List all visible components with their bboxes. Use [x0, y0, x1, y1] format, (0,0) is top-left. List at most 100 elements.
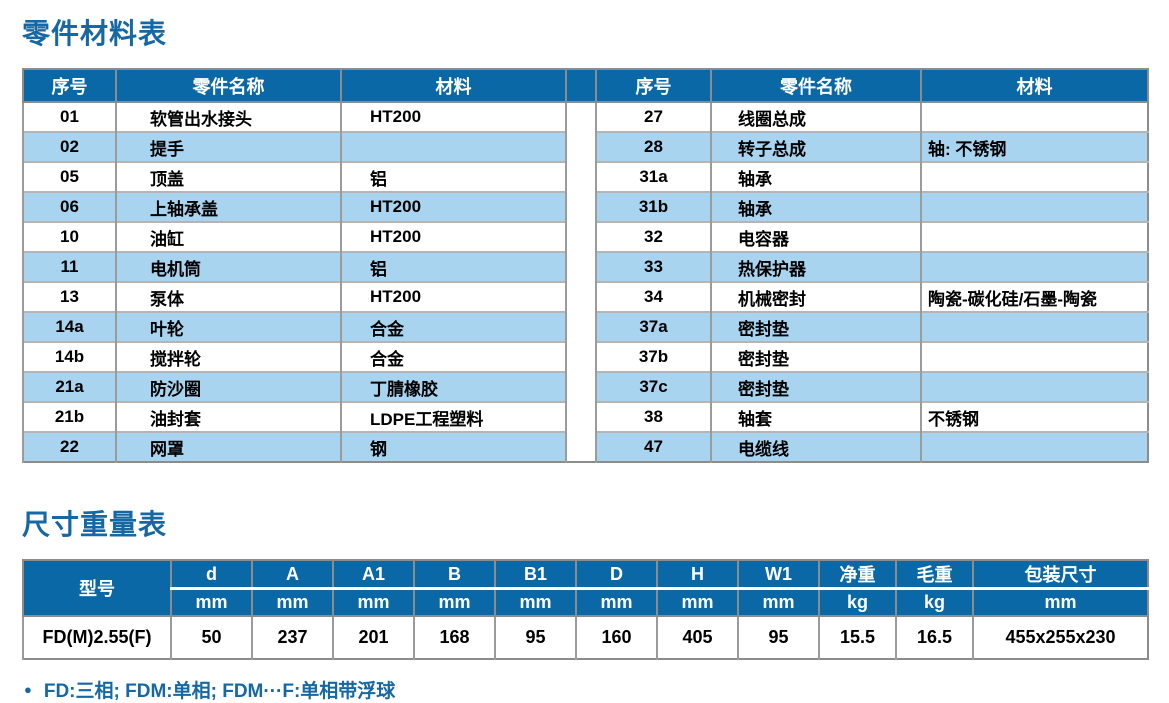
model-legend-text: FD:三相; FDM:单相; FDM···F:单相带浮球: [43, 680, 396, 702]
col-header-name-left: 零件名称: [115, 69, 341, 103]
dimensions-weight-table: 型号 d A A1 B B1 D H W1 净重 毛重 包装尺寸 mm mm mm mm mm mm mm mm k…: [22, 559, 1149, 660]
part-name-cell: 油缸: [115, 221, 341, 252]
dim-value-cell: 237: [251, 614, 333, 659]
parts-table-row: 01 软管出水接头 HT200 27 线圈总成: [22, 101, 1148, 462]
part-material-cell: [920, 311, 1148, 342]
part-material-cell: 不锈钢: [920, 401, 1148, 432]
part-material-cell: [920, 371, 1148, 402]
dim-value-cell: 455x255x230: [972, 614, 1148, 659]
dim-col-label: B1: [494, 560, 576, 589]
col-header-model: 型号: [22, 560, 171, 616]
dim-col-unit: mm: [413, 587, 495, 616]
part-serial-cell: 38: [595, 401, 711, 432]
part-name-cell: 叶轮: [115, 311, 341, 342]
parts-table-row: 05 顶盖铝 31a 轴承: [22, 161, 1148, 192]
part-name-cell: 密封垫: [710, 371, 921, 402]
part-serial-cell: 14a: [22, 311, 116, 342]
part-material-cell: [920, 191, 1148, 222]
part-serial-cell: 05: [22, 161, 116, 192]
part-serial-cell: 37a: [595, 311, 711, 342]
part-serial-cell: 14b: [22, 341, 116, 372]
parts-table-row: 10 油缸 HT200 32 电容器: [22, 221, 1148, 252]
dims-header-unit-row: mm mm mm mm mm mm mm mm kg kg mm: [23, 587, 1148, 616]
part-serial-cell: 33: [595, 251, 711, 282]
part-name-cell: 上轴承盖: [115, 191, 341, 222]
dim-col-label: 净重: [818, 560, 896, 589]
dim-col-label: B: [413, 560, 495, 589]
part-serial-cell: 22: [22, 431, 116, 462]
dim-value-cell: 168: [413, 614, 495, 659]
part-material-cell: [920, 161, 1148, 192]
dim-col-unit: mm: [332, 587, 414, 616]
dim-col-unit: mm: [972, 587, 1148, 616]
part-material-cell: [920, 101, 1148, 132]
part-material-cell: [920, 431, 1148, 462]
dim-col-unit: kg: [818, 587, 896, 616]
part-material-cell: [920, 251, 1148, 282]
table-gap-spacer: [565, 102, 596, 462]
part-material-cell: 轴: 不锈钢: [920, 131, 1148, 162]
part-name-cell: 搅拌轮: [115, 341, 341, 372]
part-serial-cell: 34: [595, 281, 711, 312]
part-material-cell: [920, 341, 1148, 372]
dim-value-cell: 160: [575, 614, 657, 659]
part-material-cell: 铝: [340, 161, 566, 192]
part-serial-cell: 31b: [595, 191, 711, 222]
parts-table-header-row: 序号 零件名称 材料 序号 零件名称 材料: [22, 69, 1148, 103]
part-name-cell: 提手: [115, 131, 341, 162]
parts-table-row: 14b 搅拌轮 合金 37b 密封垫: [22, 341, 1148, 372]
col-header-serial-right: 序号: [595, 69, 711, 103]
dim-col-label: d: [170, 560, 252, 589]
dim-col-unit: mm: [737, 587, 819, 616]
part-name-cell: 机械密封: [710, 281, 921, 312]
part-material-cell: HT200: [340, 191, 566, 222]
part-serial-cell: 11: [22, 251, 116, 282]
part-name-cell: 转子总成: [710, 131, 921, 162]
parts-table-row: 02 提手 28 转子总成 轴: 不锈钢: [22, 131, 1148, 162]
parts-table-title: 零件材料表: [22, 18, 168, 49]
model-legend: ● FD:三相; FDM:单相; FDM···F:单相带浮球: [22, 676, 1147, 703]
dim-col-label: 包装尺寸: [972, 560, 1148, 589]
part-name-cell: 电缆线: [710, 431, 921, 462]
dim-value-cell: 50: [170, 614, 252, 659]
parts-table-row: 21a 防沙圈 丁腈橡胶 37c 密封垫: [22, 371, 1148, 402]
parts-table-row: 13 泵体 HT200 34 机械密封 陶瓷-碳化硅/石墨-陶瓷: [22, 281, 1148, 312]
part-material-cell: [340, 131, 566, 162]
dim-value-cell: 16.5: [895, 614, 973, 659]
spacer-column-header: [565, 69, 596, 103]
col-header-name-right: 零件名称: [710, 69, 921, 103]
dims-header-label-row: 型号 d A A1 B B1 D H W1 净重 毛重 包装尺寸: [22, 560, 1148, 616]
part-name-cell: 软管出水接头: [115, 101, 341, 132]
dim-col-unit: mm: [575, 587, 657, 616]
parts-table-row: 14a 叶轮 合金 37a 密封垫: [22, 311, 1148, 342]
part-serial-cell: 37c: [595, 371, 711, 402]
part-name-cell: 防沙圈: [115, 371, 341, 402]
part-name-cell: 密封垫: [710, 311, 921, 342]
part-name-cell: 热保护器: [710, 251, 921, 282]
part-serial-cell: 02: [22, 131, 116, 162]
dim-col-label: D: [575, 560, 657, 589]
part-name-cell: 顶盖: [115, 161, 341, 192]
part-material-cell: 合金: [340, 311, 566, 342]
dimensions-table-title: 尺寸重量表: [22, 509, 168, 540]
model-cell: FD(M)2.55(F): [22, 614, 171, 659]
col-header-serial-left: 序号: [22, 69, 116, 103]
part-name-cell: 电机筒: [115, 251, 341, 282]
dim-col-label: A1: [332, 560, 414, 589]
dim-col-label: A: [251, 560, 333, 589]
col-header-material-left: 材料: [340, 69, 566, 103]
part-material-cell: HT200: [340, 101, 566, 132]
part-serial-cell: 28: [595, 131, 711, 162]
part-material-cell: 陶瓷-碳化硅/石墨-陶瓷: [920, 281, 1148, 312]
dim-value-cell: 405: [656, 614, 738, 659]
part-serial-cell: 32: [595, 221, 711, 252]
dim-value-cell: 201: [332, 614, 414, 659]
dim-col-label: H: [656, 560, 738, 589]
parts-material-table: 序号 零件名称 材料 序号 零件名称 材料 01 软管出水接头 HT200 27 线圈总…: [22, 68, 1149, 463]
part-name-cell: 泵体: [115, 281, 341, 312]
dim-col-label: W1: [737, 560, 819, 589]
dim-col-label: 毛重: [895, 560, 973, 589]
part-material-cell: 铝: [340, 251, 566, 282]
dim-col-unit: mm: [656, 587, 738, 616]
